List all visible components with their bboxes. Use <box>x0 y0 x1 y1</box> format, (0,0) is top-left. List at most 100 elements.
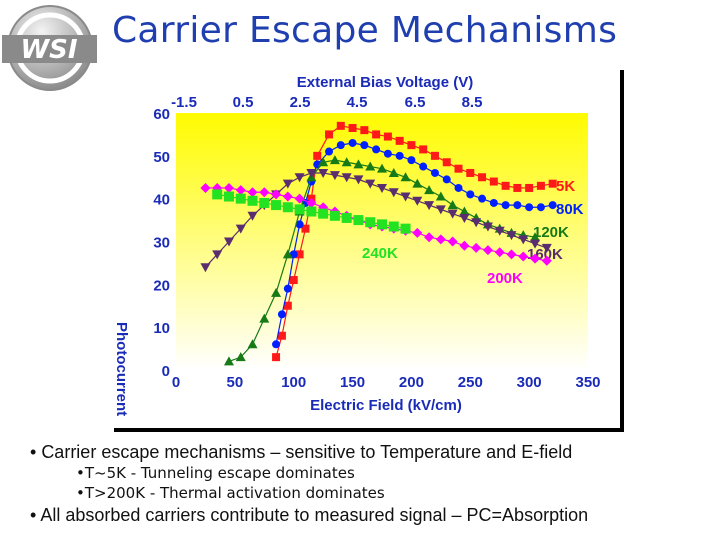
x-tick-label: 50 <box>227 374 244 391</box>
bullet-1: • Carrier escape mechanisms – sensitive … <box>30 442 573 462</box>
data-point <box>482 245 493 256</box>
data-point <box>383 132 392 141</box>
data-point <box>395 151 404 160</box>
data-point <box>223 182 234 193</box>
x2-tick-label: -1.5 <box>171 94 197 111</box>
data-point <box>459 240 470 251</box>
data-point <box>212 189 223 200</box>
data-point <box>506 231 517 241</box>
y-tick-label: 40 <box>153 192 170 209</box>
data-point <box>235 193 246 204</box>
data-point <box>223 237 234 247</box>
data-point <box>442 158 451 167</box>
data-point <box>353 159 364 169</box>
data-point <box>294 173 305 183</box>
data-point <box>325 147 334 156</box>
x2-tick-label: 8.5 <box>462 94 483 111</box>
data-point <box>348 123 357 132</box>
data-point <box>388 188 399 198</box>
y-axis-title: Photocurrent <box>113 322 130 416</box>
data-point <box>388 221 399 232</box>
data-point <box>478 173 487 182</box>
bullet-1-text: Carrier escape mechanisms – sensitive to… <box>41 442 573 462</box>
data-point <box>536 203 545 212</box>
bullet-2: • All absorbed carriers contribute to me… <box>30 505 589 525</box>
data-point <box>548 179 557 188</box>
x-tick-label: 300 <box>517 374 542 391</box>
y-tick-label: 60 <box>153 106 170 123</box>
data-point <box>294 204 305 215</box>
data-point <box>223 356 234 366</box>
data-point <box>400 192 411 202</box>
data-point <box>306 197 317 208</box>
sub-bullet-2: •T>200K - Thermal activation dominates <box>76 484 385 502</box>
data-point <box>506 249 517 260</box>
series-label-5K: 5K <box>556 178 575 195</box>
data-point <box>271 287 282 297</box>
data-point <box>530 239 541 249</box>
data-point <box>383 149 392 158</box>
x-tick-label: 150 <box>340 374 365 391</box>
data-point <box>530 253 541 264</box>
data-point <box>318 208 329 219</box>
series-label-200K: 200K <box>487 270 523 287</box>
data-point <box>336 121 345 130</box>
sub-bullet-2-text: T>200K - Thermal activation dominates <box>84 484 385 502</box>
series-label-120K: 120K <box>533 224 569 241</box>
data-point <box>412 227 423 238</box>
data-point <box>336 141 345 150</box>
x2-tick-label: 2.5 <box>290 94 311 111</box>
data-point <box>277 310 286 319</box>
data-point <box>271 200 282 211</box>
y-tick-label: 50 <box>153 149 170 166</box>
data-point <box>494 247 505 258</box>
data-point <box>289 276 298 285</box>
data-point <box>306 206 317 217</box>
data-point <box>482 222 493 232</box>
data-point <box>518 235 529 245</box>
data-point <box>395 136 404 145</box>
data-point <box>360 126 369 135</box>
data-point <box>377 183 387 193</box>
data-point <box>424 201 435 211</box>
data-point <box>223 191 234 202</box>
data-point <box>530 232 541 242</box>
data-point <box>424 232 435 243</box>
data-point <box>372 145 381 154</box>
data-point <box>283 301 292 310</box>
data-point <box>447 236 458 247</box>
data-point <box>388 167 399 177</box>
data-point <box>247 195 258 206</box>
data-point <box>412 178 423 188</box>
x-tick-label: 100 <box>281 374 306 391</box>
x2-tick-label: 0.5 <box>233 94 254 111</box>
data-point <box>489 177 498 186</box>
data-point <box>365 161 376 171</box>
x-tick-label: 250 <box>458 374 483 391</box>
x-tick-label: 350 <box>575 374 600 391</box>
data-point <box>471 242 482 253</box>
data-point <box>212 250 223 260</box>
data-point <box>430 168 439 177</box>
data-point <box>259 313 270 323</box>
sub-bullet-1-text: T~5K - Tunneling escape dominates <box>84 464 355 482</box>
data-point <box>447 200 458 210</box>
data-point <box>294 193 305 204</box>
data-point <box>435 191 446 201</box>
data-point <box>454 183 463 192</box>
series-240K: 240K <box>212 189 411 262</box>
y-tick-label: 10 <box>153 320 170 337</box>
data-point <box>424 185 435 195</box>
data-point <box>454 164 463 173</box>
data-point <box>259 187 270 198</box>
data-point <box>419 145 428 154</box>
data-point <box>501 181 510 190</box>
data-point <box>235 185 246 196</box>
logo-text: WSI <box>20 35 77 65</box>
data-point <box>341 173 352 183</box>
data-point <box>407 156 416 165</box>
series-line-5K <box>275 125 553 358</box>
data-point <box>341 157 352 167</box>
data-point <box>360 141 369 150</box>
data-point <box>435 205 446 215</box>
